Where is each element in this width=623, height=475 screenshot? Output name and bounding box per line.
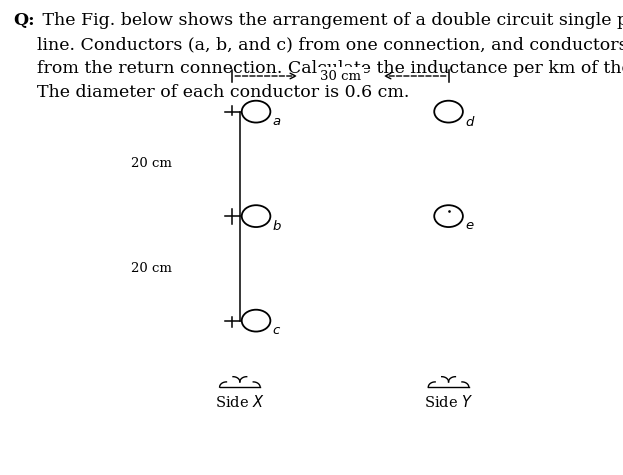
Text: $\it{b}$: $\it{b}$ — [272, 219, 282, 233]
Text: $\it{e}$: $\it{e}$ — [465, 219, 475, 232]
Text: $\it{a}$: $\it{a}$ — [272, 115, 282, 128]
Text: $\it{c}$: $\it{c}$ — [272, 324, 282, 337]
Text: 20 cm: 20 cm — [131, 262, 172, 275]
Text: Side $\it{X}$: Side $\it{X}$ — [215, 394, 265, 410]
Text: Side $\it{Y}$: Side $\it{Y}$ — [424, 394, 473, 410]
Text: 30 cm: 30 cm — [320, 69, 361, 83]
Text: 20 cm: 20 cm — [131, 157, 172, 171]
Text: Q:: Q: — [14, 12, 36, 29]
Text: The Fig. below shows the arrangement of a double circuit single phase
line. Cond: The Fig. below shows the arrangement of … — [37, 12, 623, 101]
Text: $\it{d}$: $\it{d}$ — [465, 115, 476, 129]
